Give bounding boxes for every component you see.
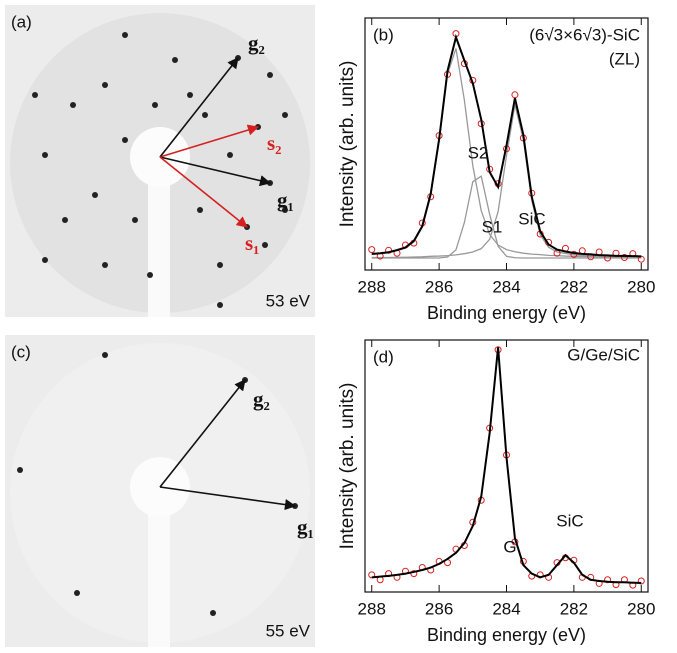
peak-label: S1 [482,217,503,236]
panel-label: (a) [11,12,32,31]
beam-energy: 53 eV [266,291,311,310]
beam-energy: 55 eV [266,621,311,640]
diffraction-spot [32,92,38,98]
x-tick-label: 282 [560,277,588,296]
vector-label: g₁ [297,515,314,539]
x-axis-label: Binding energy (eV) [427,625,586,645]
diffraction-spot [132,217,138,223]
sample-holder [148,495,170,647]
data-point [570,250,578,258]
diffraction-spot [210,610,216,616]
peak-label: SiC [556,511,583,530]
diffraction-spot [102,352,108,358]
diffraction-spot [102,82,108,88]
diffraction-spot [152,102,158,108]
data-point [368,246,376,254]
reciprocal-vector [159,486,297,511]
data-point [604,576,612,584]
panel-subtitle: (ZL) [609,49,640,68]
diffraction-spot [92,192,98,198]
leed-image: g₂ g₁ (c) 55 eV [5,335,315,647]
diffraction-spot [122,32,128,38]
fit-curve [371,347,642,584]
y-axis-label: Intensity (arb. units) [337,383,358,550]
x-tick-label: 284 [492,277,520,296]
data-point [385,246,393,254]
x-tick-label: 280 [627,599,655,618]
x-tick-label: 284 [492,599,520,618]
data-point [511,91,519,99]
peak-label: G [503,537,516,556]
data-point [410,570,418,578]
diffraction-spot [282,112,288,118]
data-point [637,577,645,585]
diffraction-spot [227,152,233,158]
x-axis-label: Binding energy (eV) [427,303,586,323]
data-point [368,571,376,579]
x-tick-label: 288 [358,277,386,296]
diffraction-spot [262,242,268,248]
diffraction-spot [267,72,273,78]
panel-label: (b) [373,25,394,44]
diffraction-spot [217,302,223,308]
y-axis-label: Intensity (arb. units) [337,61,358,228]
peak-label: SiC [518,209,545,228]
diffraction-spot [62,217,68,223]
vector-label: s₁ [245,231,259,255]
x-tick-label: 280 [627,277,655,296]
fit-curve [371,33,642,258]
x-tick-label: 286 [425,277,453,296]
x-tick-label: 286 [425,599,453,618]
vector-label: g₂ [248,31,265,55]
vector-label: g₁ [277,188,294,212]
x-tick-label: 282 [560,599,588,618]
sample-holder [148,165,170,317]
diffraction-spot [17,467,23,473]
leed-image: g₂ s₂ g₁ s₁ (a) 53 eV [5,5,315,317]
panel-label: (c) [11,342,31,361]
diffraction-spot [202,112,208,118]
diffraction-spot [217,262,223,268]
diffraction-spot [172,57,178,63]
panel-label: (d) [373,347,394,366]
diffraction-spot [187,92,193,98]
vector-label: s₂ [267,131,281,155]
reciprocal-vector [159,379,246,488]
panel-title: G/Ge/SiC [567,345,640,364]
fit-curve [371,175,642,259]
panel-title: (6√3×6√3)-SiC [529,25,640,44]
diffraction-spot [122,137,128,143]
data-point [620,254,628,262]
fit-curve [371,104,642,259]
reciprocal-vector [159,124,260,158]
diffraction-spot [147,272,153,278]
diffraction-spot [102,262,108,268]
diffraction-spot [42,152,48,158]
reciprocal-vector [159,156,248,228]
peak-label: S2 [468,143,489,162]
reciprocal-vector [159,156,272,187]
diffraction-spot [282,207,288,213]
diffraction-spot [74,590,80,596]
x-tick-label: 288 [358,599,386,618]
reciprocal-vector [159,57,239,158]
diffraction-spot [42,257,48,263]
diffraction-spot [70,102,76,108]
vector-label: g₂ [253,387,270,411]
diffraction-spot [197,207,203,213]
